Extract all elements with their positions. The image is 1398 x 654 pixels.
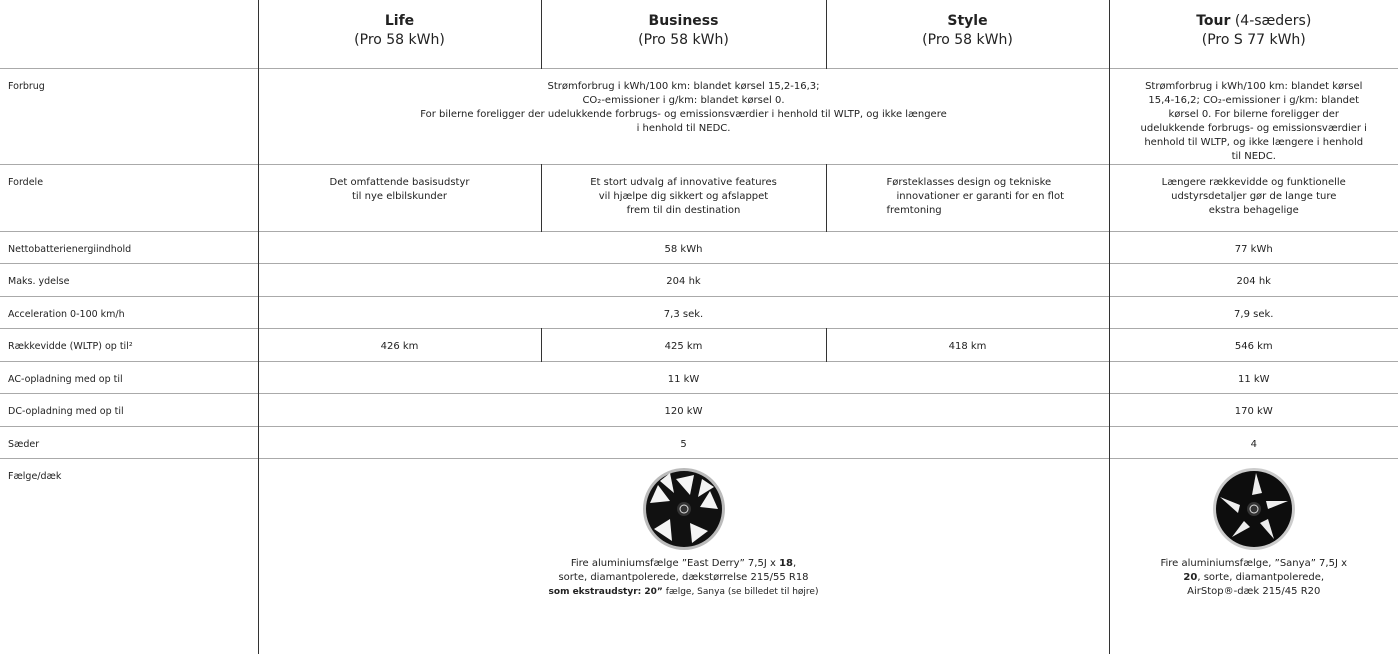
wheel-image — [1212, 467, 1296, 551]
model-sub: (Pro 58 kWh) — [259, 31, 541, 50]
text: vil hjælpe dig sikkert og afslappet — [542, 190, 826, 204]
text: Fire aluminiumsfælge, ”Sanya” 7,5J x — [1110, 557, 1398, 571]
text: sorte, diamantpolerede, dækstørrelse 215… — [259, 571, 1109, 585]
row-label: Acceleration 0-100 km/h — [0, 296, 258, 328]
header-empty — [0, 0, 258, 68]
cell: 546 km — [1109, 328, 1398, 361]
model-sub: (Pro 58 kWh) — [542, 31, 826, 50]
row: Fælge/dæk Fire aluminiumsfælge ”East Der… — [0, 458, 1398, 654]
text: Strømforbrug i kWh/100 km: blandet kørse… — [1110, 80, 1398, 94]
cell: 7,3 sek. — [258, 296, 1109, 328]
cell: 58 kWh — [258, 231, 1109, 263]
text: Længere rækkevidde og funktionelle — [1110, 176, 1398, 190]
row: Forbrug Strømforbrug i kWh/100 km: bland… — [0, 68, 1398, 164]
text: Det omfattende basisudstyr — [259, 176, 541, 190]
row-label: Fordele — [0, 164, 258, 231]
cell: 4 — [1109, 426, 1398, 458]
cell: 170 kW — [1109, 393, 1398, 426]
cell: 5 — [258, 426, 1109, 458]
model-name: Style — [827, 12, 1109, 31]
cell: 425 km — [541, 328, 826, 361]
model-sub: (Pro S 77 kWh) — [1110, 31, 1398, 50]
text: i henhold til NEDC. — [259, 122, 1109, 136]
text: , — [793, 558, 796, 569]
model-note: (4-sæders) — [1235, 13, 1311, 29]
row-label: Rækkevidde (WLTP) op til² — [0, 328, 258, 361]
row-label: Maks. ydelse — [0, 263, 258, 296]
wheel-image — [642, 467, 726, 551]
text: som ekstraudstyr: 20” — [549, 587, 663, 597]
text: , sorte, diamantpolerede, — [1197, 572, 1324, 583]
text: kørsel 0. For bilerne foreligger der — [1110, 108, 1398, 122]
text: For bilerne foreligger der udelukkende f… — [259, 108, 1109, 122]
header-cell: Life(Pro 58 kWh) — [258, 0, 541, 68]
text: udstyrsdetaljer gør de lange ture — [1110, 190, 1398, 204]
row-label: Forbrug — [0, 68, 258, 164]
cell: 204 hk — [1109, 263, 1398, 296]
text: Et stort udvalg af innovative features — [542, 176, 826, 190]
cell: 418 km — [826, 328, 1109, 361]
header-row: Life(Pro 58 kWh) Business(Pro 58 kWh) St… — [0, 0, 1398, 68]
text: til NEDC. — [1110, 150, 1398, 164]
text: 15,4-16,2; CO₂-emissioner i g/km: blande… — [1110, 94, 1398, 108]
row-label: Nettobatterienergiindhold — [0, 231, 258, 263]
text: Fire aluminiumsfælge ”East Derry” 7,5J x… — [259, 557, 1109, 571]
cell: Fire aluminiumsfælge ”East Derry” 7,5J x… — [258, 458, 1109, 654]
cell: Strømforbrug i kWh/100 km: blandet kørse… — [1109, 68, 1398, 164]
text: frem til din destination — [542, 204, 826, 218]
text: 20 — [1183, 572, 1197, 583]
cell: 426 km — [258, 328, 541, 361]
text: AirStop®-dæk 215/45 R20 — [1110, 585, 1398, 599]
header-cell: Business(Pro 58 kWh) — [541, 0, 826, 68]
text: Førsteklasses design og tekniske — [887, 176, 1109, 190]
text: til nye elbilskunder — [259, 190, 541, 204]
text: udelukkende forbrugs- og emissionsværdie… — [1110, 122, 1398, 136]
row-label: Fælge/dæk — [0, 458, 258, 654]
text: fælge, Sanya (se billedet til højre) — [663, 587, 819, 597]
model-name: Tour — [1196, 13, 1230, 29]
model-name: Business — [542, 12, 826, 31]
text: Fire aluminiumsfælge ”East Derry” 7,5J x — [571, 558, 779, 569]
text: innovationer er garanti for en flot — [887, 190, 1109, 204]
text: 18 — [779, 558, 793, 569]
row-label: DC-opladning med op til — [0, 393, 258, 426]
header-cell: Tour (4-sæders) (Pro S 77 kWh) — [1109, 0, 1398, 68]
text: henhold til WLTP, og ikke længere i henh… — [1110, 136, 1398, 150]
text: Strømforbrug i kWh/100 km: blandet kørse… — [259, 80, 1109, 94]
cell: Fire aluminiumsfælge, ”Sanya” 7,5J x 20,… — [1109, 458, 1398, 654]
text: fremtoning — [887, 204, 1109, 218]
text: CO₂-emissioner i g/km: blandet kørsel 0. — [259, 94, 1109, 108]
cell: 77 kWh — [1109, 231, 1398, 263]
cell: 120 kW — [258, 393, 1109, 426]
cell: 11 kW — [258, 361, 1109, 393]
cell: 7,9 sek. — [1109, 296, 1398, 328]
text: ekstra behagelige — [1110, 204, 1398, 218]
cell: 204 hk — [258, 263, 1109, 296]
cell: 11 kW — [1109, 361, 1398, 393]
row-label: AC-opladning med op til — [0, 361, 258, 393]
row-label: Sæder — [0, 426, 258, 458]
model-name: Life — [259, 12, 541, 31]
cell: Strømforbrug i kWh/100 km: blandet kørse… — [258, 68, 1109, 164]
header-cell: Style(Pro 58 kWh) — [826, 0, 1109, 68]
model-sub: (Pro 58 kWh) — [827, 31, 1109, 50]
